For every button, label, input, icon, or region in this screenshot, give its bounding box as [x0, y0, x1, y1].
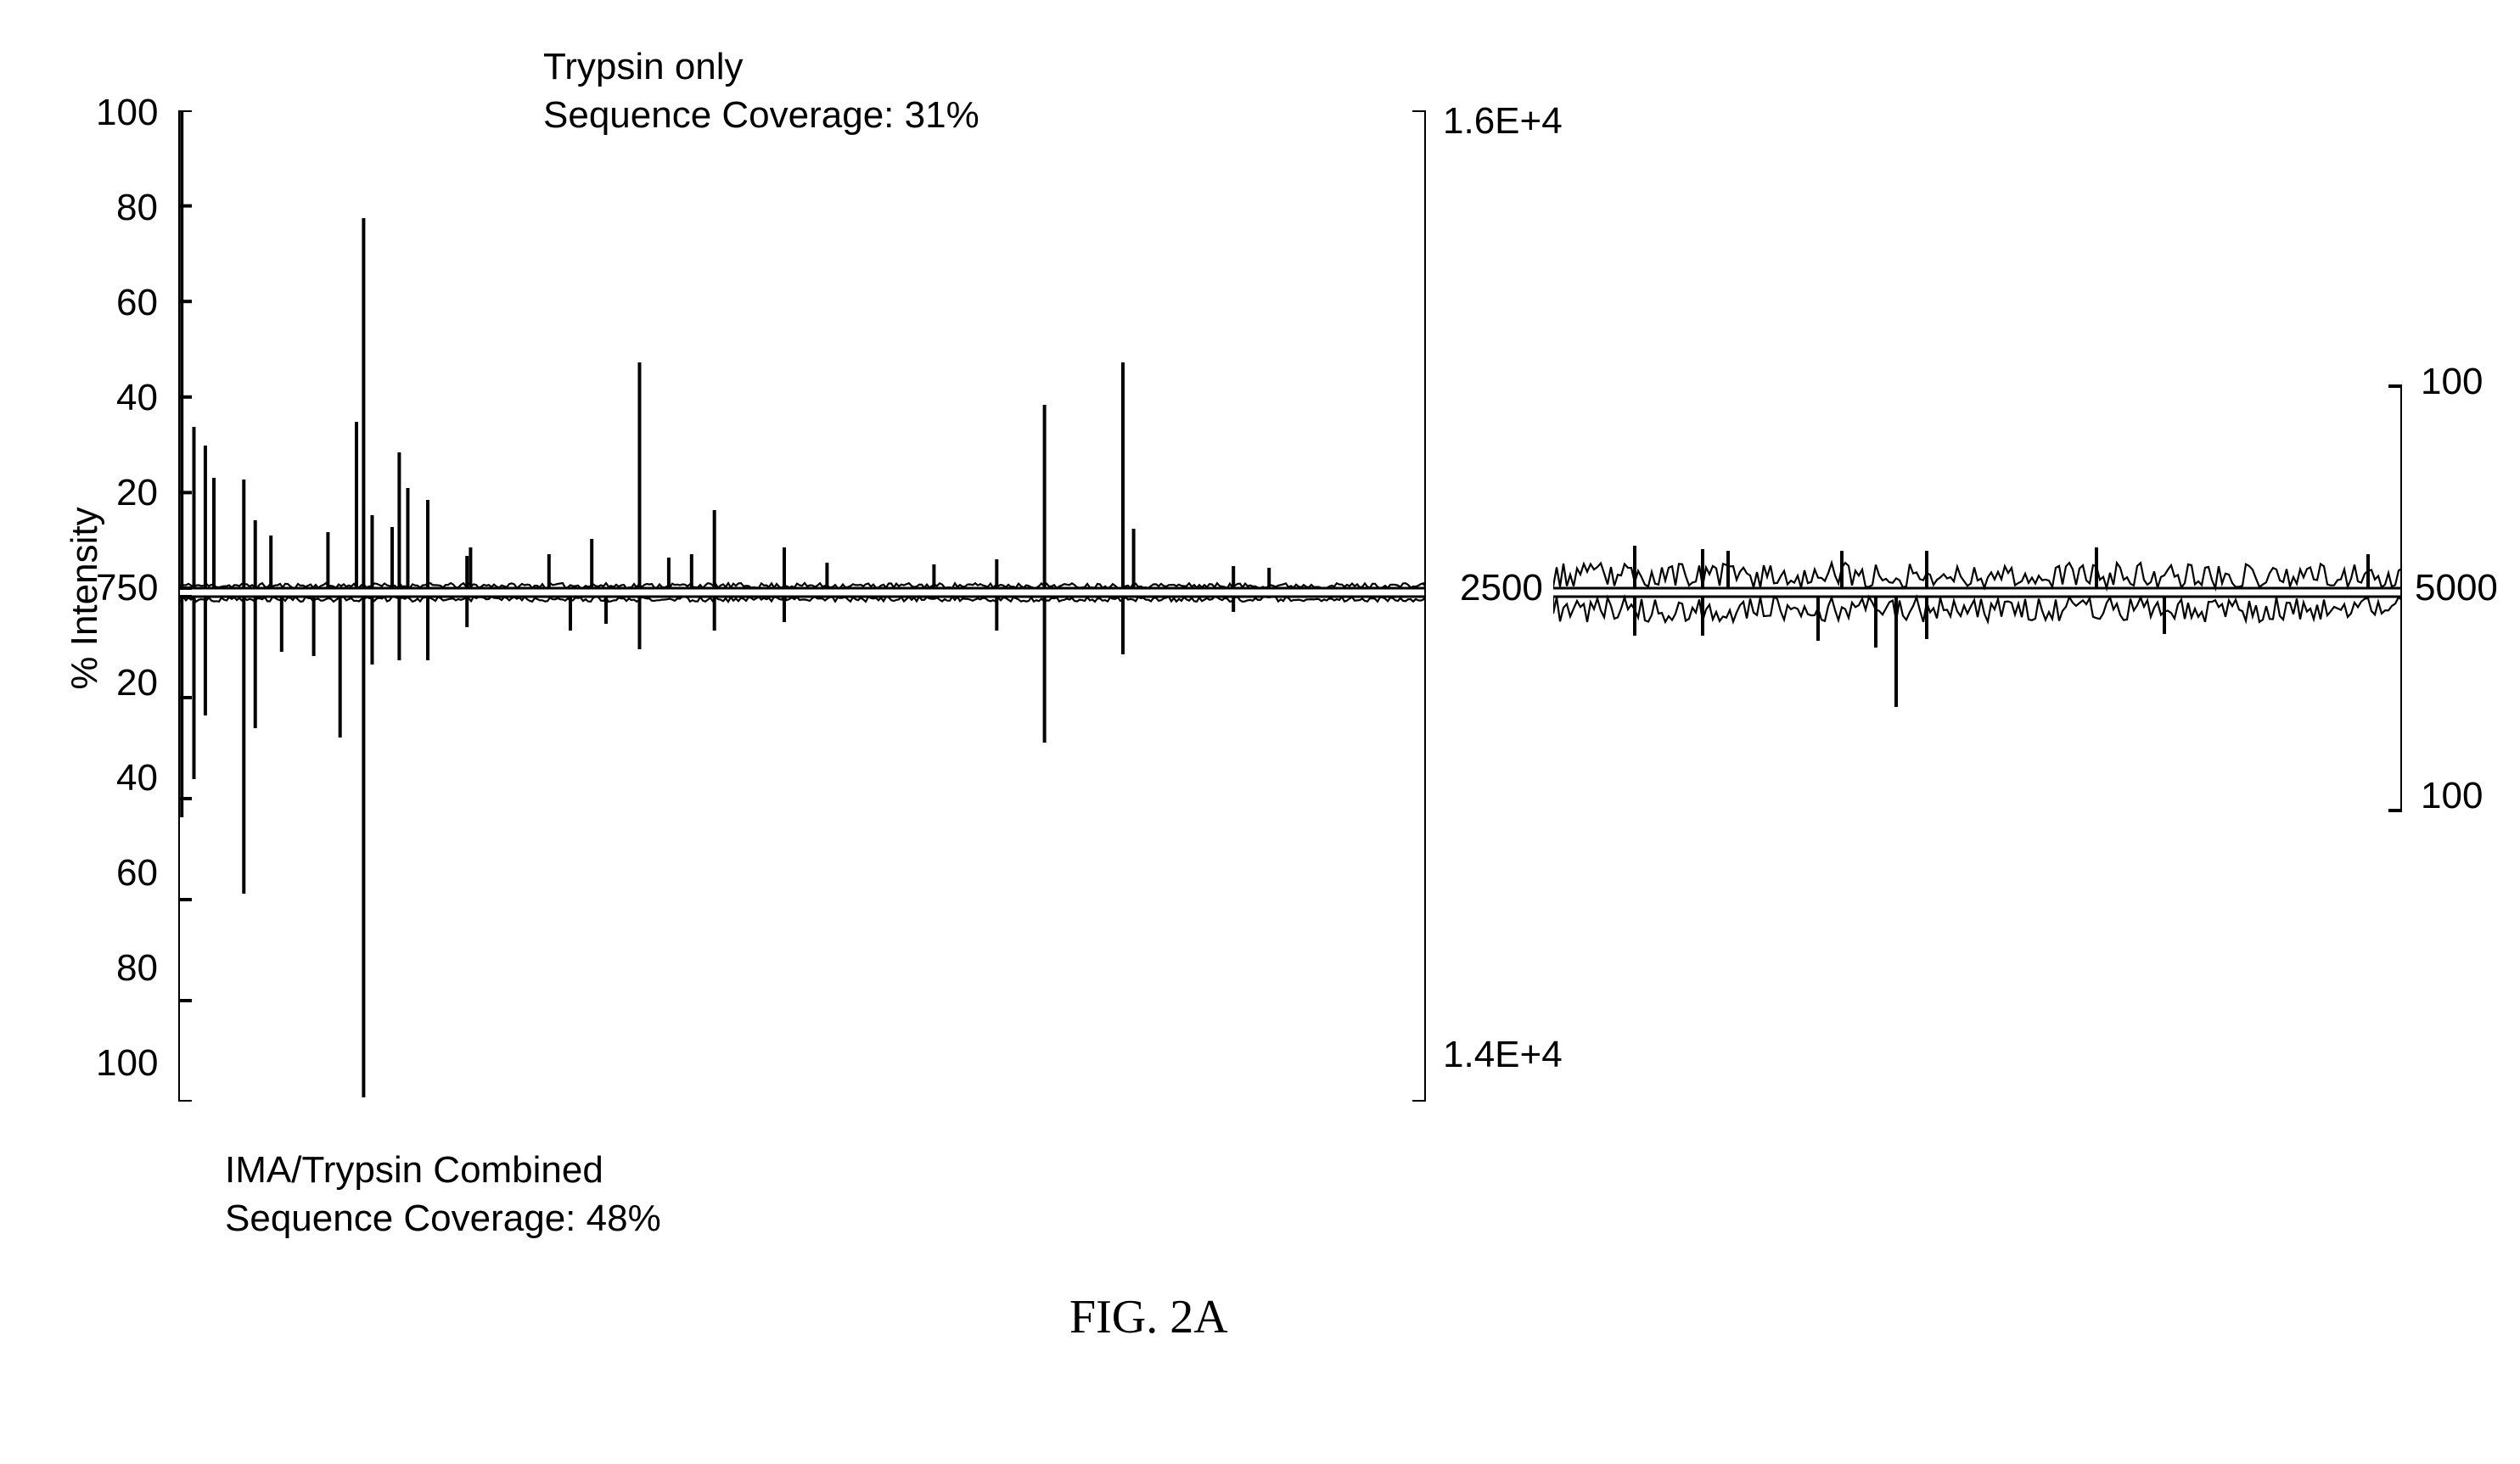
right-panel-right-top-label: 100 [2421, 361, 2483, 403]
figure-page: % Intensity Trypsin only Sequence Covera… [0, 0, 2520, 1464]
left-panel-right-bottom-label: 1.4E+4 [1443, 1034, 1563, 1076]
figure-label: FIG. 2A [1069, 1290, 1228, 1344]
left-panel-right-top-label: 1.6E+4 [1443, 100, 1563, 143]
ytick-label: 60 [116, 282, 158, 324]
right-panel-right-bottom-label: 100 [2421, 775, 2483, 817]
ytick-label: 80 [116, 187, 158, 229]
top-annotation-line1: Trypsin only [543, 42, 979, 91]
xtick-label-right-end: 5000 [2415, 567, 2498, 609]
ytick-label: 20 [116, 662, 158, 704]
right-panel-svg [1553, 369, 2402, 844]
right-panel [1553, 369, 2402, 844]
bottom-annotation-line2: Sequence Coverage: 48% [225, 1194, 661, 1242]
ytick-label: 20 [116, 472, 158, 514]
ytick-label: 80 [116, 947, 158, 990]
left-panel [178, 110, 1426, 1102]
ytick-label: 100 [96, 1042, 158, 1085]
left-panel-svg [178, 110, 1426, 1102]
ytick-label: 40 [116, 377, 158, 419]
ytick-label: 60 [116, 852, 158, 895]
bottom-annotation: IMA/Trypsin Combined Sequence Coverage: … [225, 1146, 661, 1242]
ytick-label: 100 [96, 92, 158, 134]
xtick-label-right-start: 2500 [1460, 567, 1543, 609]
ytick-label: 40 [116, 757, 158, 799]
bottom-annotation-line1: IMA/Trypsin Combined [225, 1146, 661, 1194]
xtick-label-left-start: 750 [96, 567, 158, 609]
